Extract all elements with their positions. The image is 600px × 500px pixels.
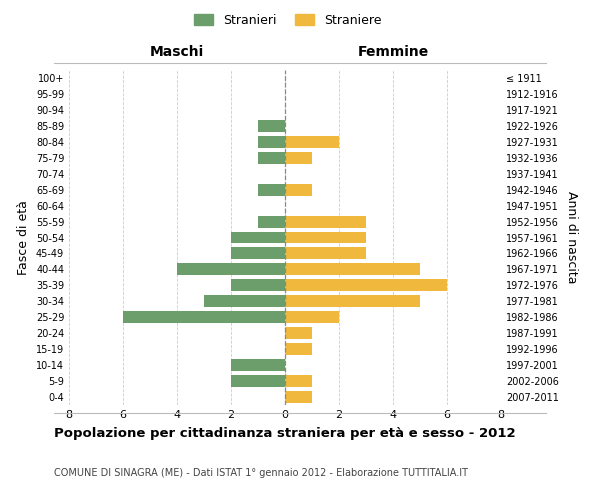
Text: Femmine: Femmine (358, 45, 428, 59)
Bar (204, 296, 285, 308)
Bar (123, 312, 285, 323)
Bar (285, 391, 312, 403)
Bar (285, 312, 339, 323)
Text: Maschi: Maschi (150, 45, 204, 59)
Y-axis label: Anni di nascita: Anni di nascita (565, 191, 578, 284)
Bar (285, 296, 420, 308)
Bar (285, 248, 366, 260)
Bar (285, 280, 447, 291)
Bar (231, 375, 285, 387)
Bar (285, 375, 312, 387)
Text: Popolazione per cittadinanza straniera per età e sesso - 2012: Popolazione per cittadinanza straniera p… (54, 428, 515, 440)
Bar (258, 184, 285, 196)
Bar (285, 232, 366, 243)
Bar (285, 136, 339, 148)
Bar (231, 248, 285, 260)
Bar (285, 152, 312, 164)
Bar (258, 136, 285, 148)
Bar (285, 264, 420, 276)
Bar (285, 184, 312, 196)
Y-axis label: Fasce di età: Fasce di età (17, 200, 30, 275)
Legend: Stranieri, Straniere: Stranieri, Straniere (190, 8, 386, 32)
Bar (285, 327, 312, 339)
Bar (258, 152, 285, 164)
Bar (177, 264, 285, 276)
Bar (231, 280, 285, 291)
Bar (285, 216, 366, 228)
Bar (258, 216, 285, 228)
Text: COMUNE DI SINAGRA (ME) - Dati ISTAT 1° gennaio 2012 - Elaborazione TUTTITALIA.IT: COMUNE DI SINAGRA (ME) - Dati ISTAT 1° g… (54, 468, 468, 477)
Bar (285, 343, 312, 355)
Bar (231, 359, 285, 371)
Bar (231, 232, 285, 243)
Bar (258, 120, 285, 132)
